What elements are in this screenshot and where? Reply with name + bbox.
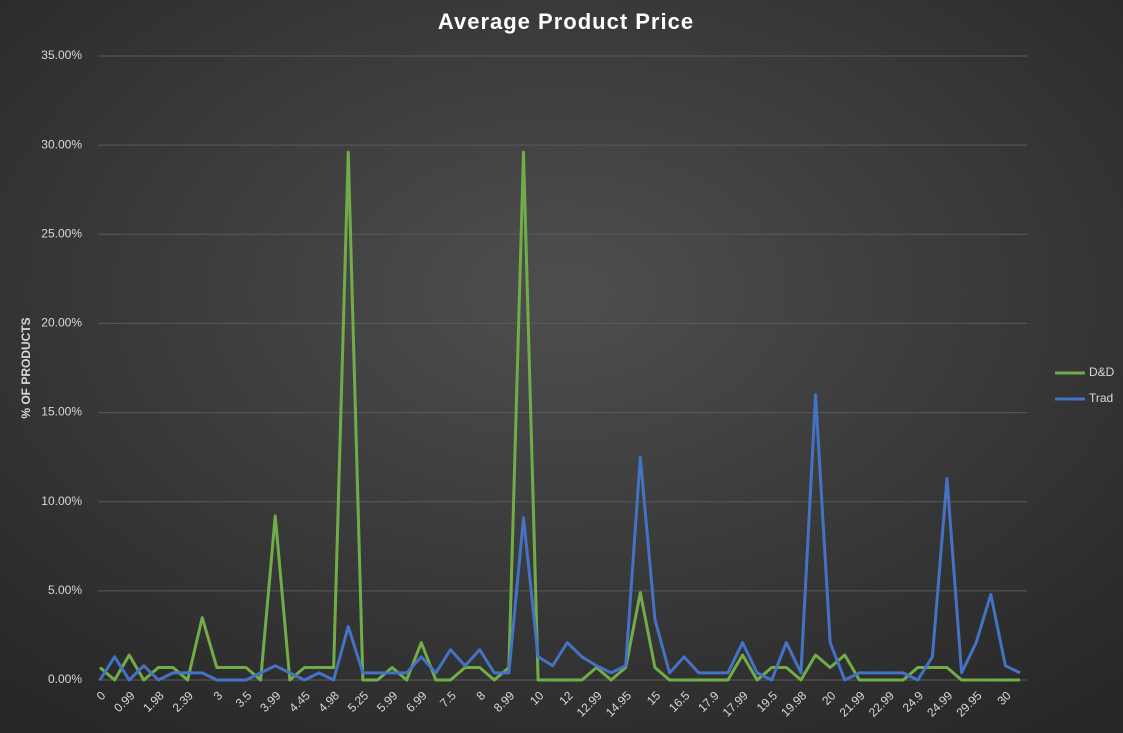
y-tick-label: 15.00% (41, 405, 82, 419)
legend: D&D Trad (1055, 365, 1115, 405)
y-tick-label: 35.00% (41, 48, 82, 62)
y-tick-label: 30.00% (41, 137, 82, 151)
y-tick-label: 0.00% (48, 672, 82, 686)
legend-label: Trad (1089, 391, 1113, 405)
y-tick-label: 25.00% (41, 226, 82, 240)
series-line (99, 150, 1020, 682)
y-tick-label: 20.00% (41, 316, 82, 330)
series-line (98, 393, 1021, 682)
legend-label: D&D (1089, 365, 1115, 379)
y-axis-title: % OF PRODUCTS (19, 317, 33, 418)
y-tick-label: 10.00% (41, 494, 82, 508)
plot-area (98, 150, 1021, 682)
chart-title: Average Product Price (438, 9, 694, 34)
y-tick-label: 5.00% (48, 583, 82, 597)
